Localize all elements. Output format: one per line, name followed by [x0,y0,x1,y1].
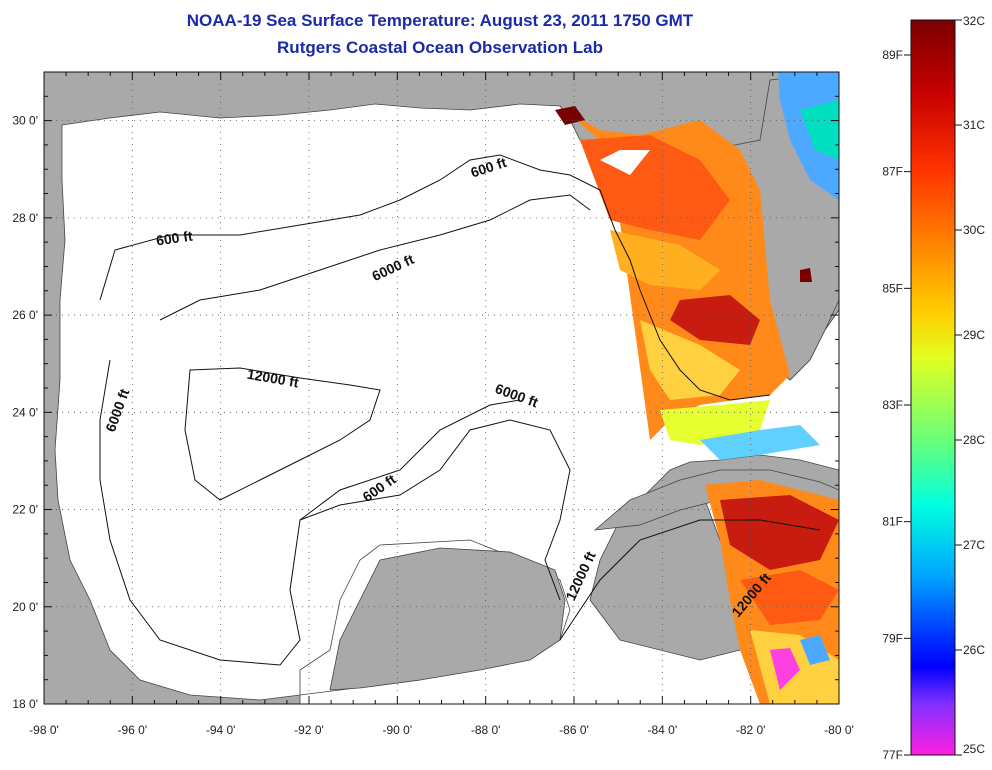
contour-600ft-north [99,154,771,401]
sst-swath-cuba [705,480,839,704]
colorbar-celsius-label: 27C [963,538,985,552]
y-tick-label: 22 0' [12,503,38,517]
sst-swath-florida [555,72,839,460]
x-tick-label: -86 0' [559,723,589,737]
x-tick-label: -98 0' [29,723,59,737]
colorbar-celsius-label: 31C [963,118,985,132]
colorbar-fahrenheit-label: 77F [882,748,903,762]
colorbar-celsius-label: 25C [963,742,985,756]
yucatan-land [329,547,566,691]
colorbar-fahrenheit-label: 83F [882,398,903,412]
axis-ticks [43,71,840,705]
x-tick-label: -82 0' [736,723,766,737]
x-tick-label: -80 0' [824,723,854,737]
y-tick-label: 26 0' [12,308,38,322]
colorbar-fahrenheit-labels: 89F 87F 85F 83F 81F 79F 77F [882,48,911,762]
contour-6000ft-north [159,194,591,321]
colorbar [910,19,956,756]
x-tick-label: -94 0' [206,723,236,737]
x-tick-label: -88 0' [471,723,501,737]
contour-12000ft-southeast [559,519,821,641]
map-subtitle: Rutgers Coastal Ocean Observation Lab [277,38,603,57]
contour-12000ft-center [184,367,381,501]
colorbar-fahrenheit-label: 87F [882,165,903,179]
colorbar-fahrenheit-label: 85F [882,281,903,295]
map-grid [44,72,839,704]
colorbar-celsius-label: 29C [963,328,985,342]
y-tick-label: 20 0' [12,600,38,614]
colorbar-fahrenheit-label: 81F [882,515,903,529]
map-title: NOAA-19 Sea Surface Temperature: August … [186,11,694,30]
colorbar-celsius-labels: 32C 31C 30C 29C 28C 27C 26C 25C [955,14,985,756]
contour-600ft-yucatan [299,419,571,601]
contour-6000ft-west [99,359,521,666]
colorbar-celsius-label: 26C [963,643,985,657]
x-tick-label: -92 0' [294,723,324,737]
colorbar-fahrenheit-label: 79F [882,631,903,645]
contour-label: 600 ft [155,228,194,249]
y-tick-label: 28 0' [12,211,38,225]
colorbar-celsius-label: 30C [963,223,985,237]
x-tick-label: -84 0' [648,723,678,737]
colorbar-celsius-label: 28C [963,433,985,447]
y-tick-labels: 30 0' 28 0' 26 0' 24 0' 22 0' 20 0' 18 0' [12,114,38,711]
x-tick-label: -96 0' [118,723,148,737]
y-tick-label: 30 0' [12,114,38,128]
colorbar-celsius-label: 32C [963,14,985,28]
y-tick-label: 18 0' [12,697,38,711]
y-tick-label: 24 0' [12,405,38,419]
x-tick-label: -90 0' [383,723,413,737]
colorbar-fahrenheit-label: 89F [882,48,903,62]
x-tick-labels: -98 0' -96 0' -94 0' -92 0' -90 0' -88 0' -86 … [29,723,854,737]
